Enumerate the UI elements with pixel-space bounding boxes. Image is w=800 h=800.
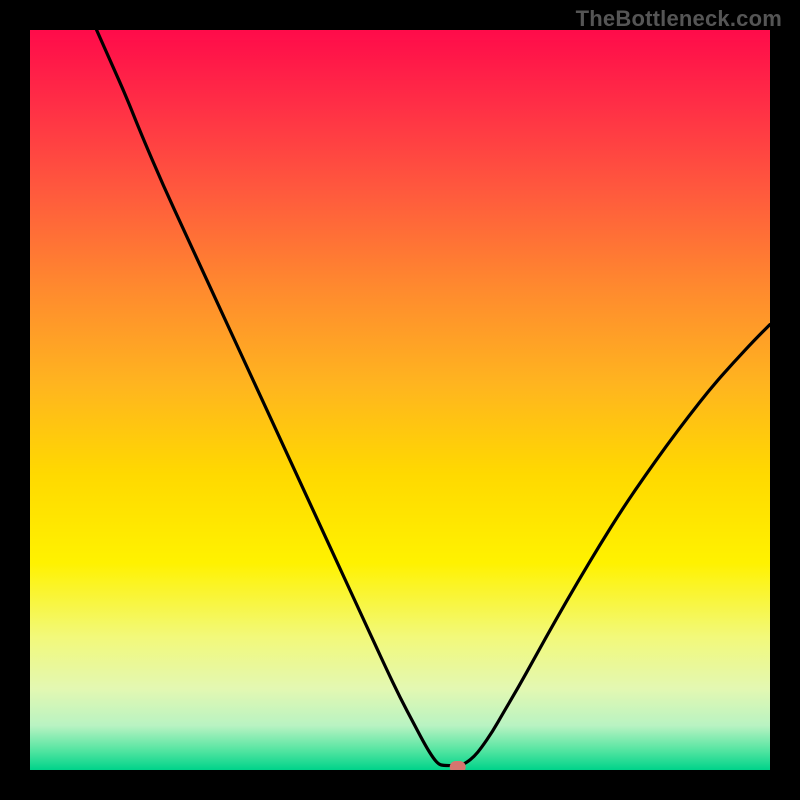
chart-background bbox=[30, 30, 770, 770]
chart-area bbox=[30, 30, 770, 770]
watermark-text: TheBottleneck.com bbox=[576, 6, 782, 32]
bottleneck-chart bbox=[30, 30, 770, 770]
optimal-point-marker bbox=[450, 761, 466, 770]
